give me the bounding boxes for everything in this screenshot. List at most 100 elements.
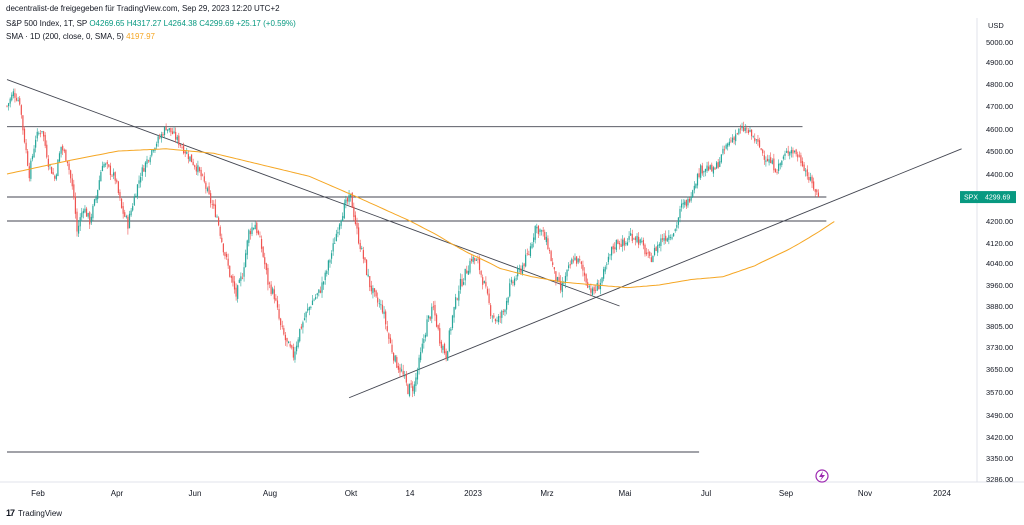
candle-body xyxy=(805,170,807,172)
candle-body xyxy=(811,176,813,184)
candle-body xyxy=(704,168,707,172)
candle-body xyxy=(572,260,574,262)
candle-body xyxy=(607,256,609,262)
candle-body xyxy=(260,239,263,249)
candle-body xyxy=(461,279,463,287)
candle-body xyxy=(165,127,167,131)
candle-body xyxy=(754,138,756,142)
candle-body xyxy=(539,229,541,233)
candle-body xyxy=(315,297,317,299)
candle-body xyxy=(797,154,799,158)
candle-body xyxy=(15,98,18,101)
sma-label: SMA · 1D (200, close, 0, SMA, 5) xyxy=(6,32,124,41)
price-tick-label: 4400.00 xyxy=(986,170,1013,179)
candle-body xyxy=(50,166,53,174)
candle-body xyxy=(507,297,509,303)
candle-body xyxy=(183,145,185,154)
candle-body xyxy=(192,161,194,166)
candle-body xyxy=(412,386,414,392)
candle-body xyxy=(14,93,16,98)
candle-body xyxy=(311,300,314,306)
candle-body xyxy=(650,257,652,262)
candle-body xyxy=(38,132,40,134)
candle-body xyxy=(7,103,10,107)
candle-body xyxy=(499,316,501,318)
candle-body xyxy=(35,139,37,148)
candle-body xyxy=(526,253,528,255)
time-tick-label: 2023 xyxy=(464,489,482,498)
candle-body xyxy=(143,168,145,172)
candle-body xyxy=(442,345,444,350)
lightning-icon[interactable] xyxy=(815,469,829,483)
candle-body xyxy=(397,365,399,370)
candle-body xyxy=(326,271,328,274)
candle-body xyxy=(806,169,808,177)
candle-body xyxy=(305,311,307,318)
candle-body xyxy=(117,181,119,194)
candle-body xyxy=(391,344,393,353)
price-tick-label: 4900.00 xyxy=(986,58,1013,67)
candle-body xyxy=(657,244,659,253)
candle-body xyxy=(302,322,304,328)
candle-body xyxy=(432,306,434,308)
candle-body xyxy=(272,288,274,294)
candle-body xyxy=(136,184,139,198)
candle-body xyxy=(370,285,372,292)
candle-body xyxy=(167,129,169,132)
price-tick-label: 3570.00 xyxy=(986,388,1013,397)
candle-body xyxy=(673,233,675,237)
sma-value: 4197.97 xyxy=(126,32,155,41)
candle-body xyxy=(558,277,560,282)
candle-body xyxy=(327,260,329,271)
candle-body xyxy=(477,258,479,260)
candle-body xyxy=(606,263,608,265)
candle-body xyxy=(580,261,582,265)
time-tick-label: Sep xyxy=(779,489,794,498)
candle-body xyxy=(435,314,438,327)
candle-body xyxy=(90,216,92,223)
candle-body xyxy=(79,217,81,227)
candle-body xyxy=(453,307,455,318)
candle-body xyxy=(665,235,667,241)
candle-body xyxy=(329,260,331,263)
candle-body xyxy=(682,202,684,205)
price-tick-label: 3880.00 xyxy=(986,302,1013,311)
candle-body xyxy=(198,167,201,171)
candle-body xyxy=(345,199,347,204)
candle-body xyxy=(254,224,256,230)
candle-body xyxy=(219,226,221,236)
candle-body xyxy=(781,160,783,166)
candle-body xyxy=(324,272,326,281)
price-tick-label: 3730.00 xyxy=(986,343,1013,352)
candle-body xyxy=(163,126,166,135)
price-axis[interactable]: 5000.00 4900.00 4800.00 4700.00 4600.00 4500.… xyxy=(986,38,1013,484)
candle-body xyxy=(399,367,401,373)
time-tick-label: Apr xyxy=(111,489,124,498)
candle-body xyxy=(708,166,710,171)
candle-body xyxy=(583,272,586,276)
candle-body xyxy=(84,208,86,213)
candle-body xyxy=(299,328,301,342)
time-tick-label: Okt xyxy=(345,489,358,498)
candle-body xyxy=(316,293,318,295)
price-tick-label: 3960.00 xyxy=(986,281,1013,290)
candle-body xyxy=(396,357,398,368)
candle-body xyxy=(773,158,775,171)
candle-body xyxy=(189,156,191,162)
candle-body xyxy=(596,282,598,291)
candle-body xyxy=(647,252,649,254)
candle-body xyxy=(257,231,259,235)
candle-body xyxy=(555,271,557,281)
candle-body xyxy=(224,252,226,256)
candle-body xyxy=(27,151,29,166)
price-tick-label: 4040.00 xyxy=(986,259,1013,268)
price-tick-label: 3420.00 xyxy=(986,433,1013,442)
candle-body xyxy=(789,151,791,156)
time-axis[interactable]: Feb Apr Jun Aug Okt 14 2023 Mrz Mai Jul Sep Nov 2024 xyxy=(31,489,951,498)
candle-body xyxy=(568,265,570,269)
candle-body xyxy=(695,183,697,188)
candle-body xyxy=(297,339,299,347)
candle-body xyxy=(273,289,275,300)
candle-body xyxy=(275,298,277,301)
